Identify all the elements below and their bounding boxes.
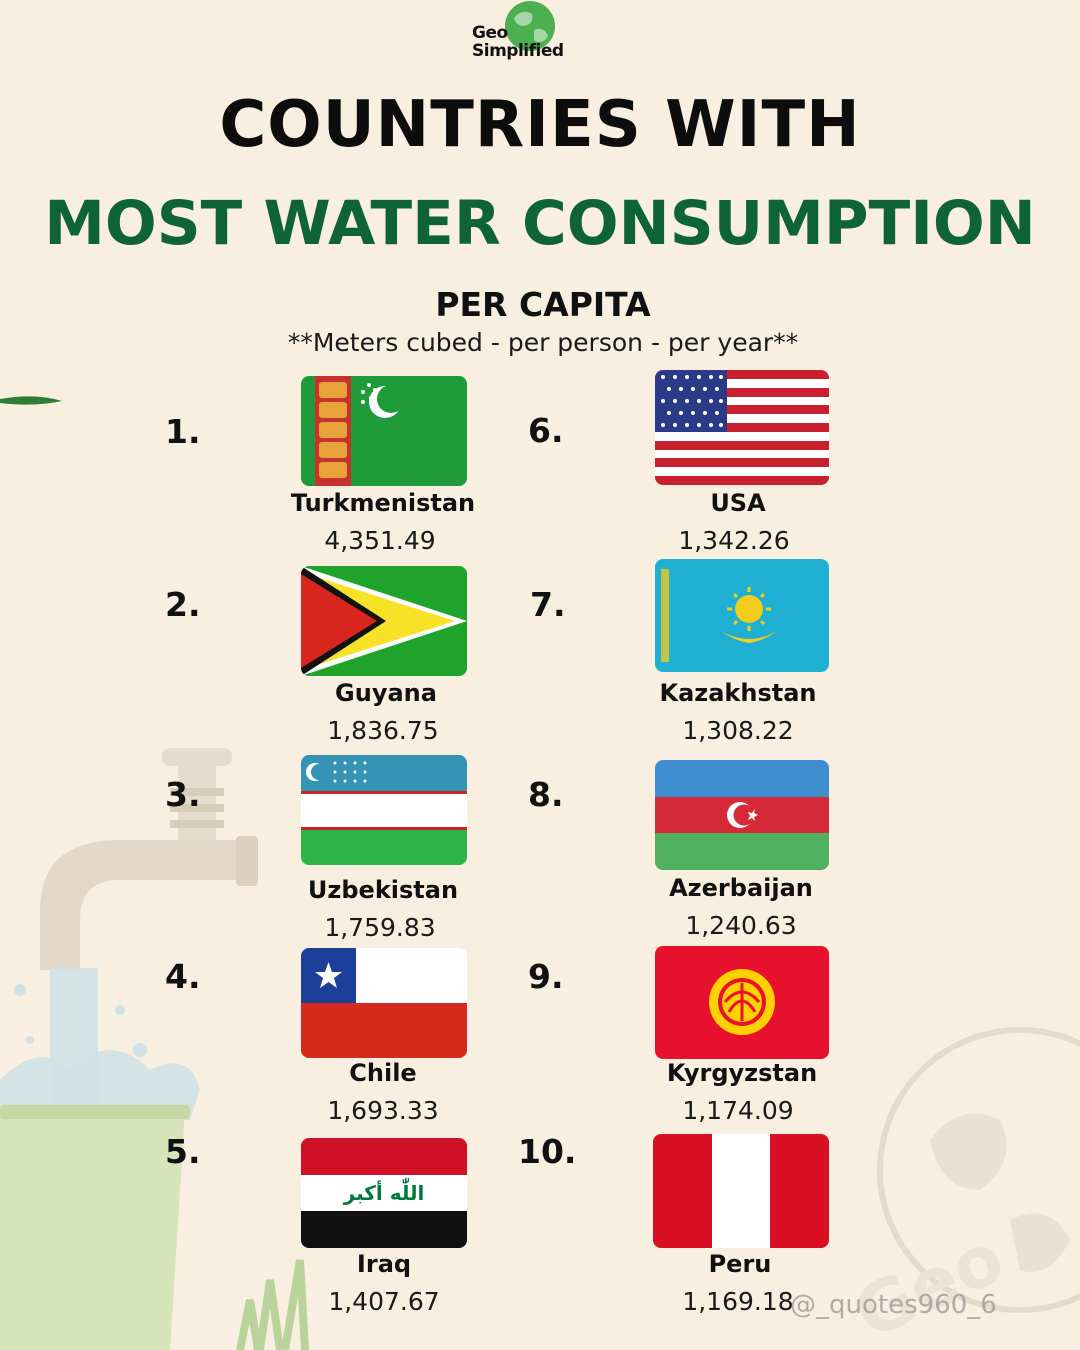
svg-text:اللّٰه أكبر: اللّٰه أكبر [343, 1178, 425, 1205]
peru-flag [653, 1134, 829, 1248]
rank-label: 1. [165, 412, 201, 451]
azerbaijan-flag [655, 760, 829, 870]
country-value: 1,169.18 [682, 1287, 794, 1316]
kyrgyzstan-flag [655, 946, 829, 1059]
guyana-flag [301, 566, 467, 676]
country-name: Chile [349, 1059, 417, 1087]
rank-label: 8. [528, 775, 564, 814]
rank-label: 5. [165, 1132, 201, 1171]
country-name: USA [710, 489, 766, 517]
page-title: COUNTRIES WITH [219, 88, 861, 162]
unit-note: **Meters cubed - per person - per year** [287, 328, 799, 357]
globe-icon [505, 1, 555, 51]
country-name: Kazakhstan [659, 679, 817, 707]
country-value: 1,759.83 [324, 913, 436, 942]
rank-label: 9. [528, 957, 564, 996]
rank-label: 7. [530, 585, 566, 624]
rank-label: 3. [165, 775, 201, 814]
country-value: 1,693.33 [327, 1096, 439, 1125]
country-name: Guyana [335, 679, 437, 707]
turkmenistan-flag [301, 376, 467, 486]
leaf-decoration [0, 396, 62, 405]
faucet-illustration [0, 748, 309, 1350]
country-name: Uzbekistan [307, 876, 459, 904]
country-name: Turkmenistan [290, 489, 476, 517]
country-name: Kyrgyzstan [666, 1059, 818, 1087]
rank-label: 2. [165, 585, 201, 624]
page-title-highlight: MOST WATER CONSUMPTION [44, 188, 1036, 259]
country-value: 1,174.09 [682, 1096, 794, 1125]
country-name: Iraq [356, 1250, 412, 1278]
country-value: 1,308.22 [682, 716, 794, 745]
country-value: 1,240.63 [685, 911, 797, 940]
rank-label: 4. [165, 957, 201, 996]
uzbekistan-flag [301, 755, 467, 865]
svg-text:Geo: Geo [850, 1216, 1016, 1350]
rank-label: 10. [518, 1132, 577, 1171]
country-value: 4,351.49 [324, 526, 436, 555]
country-value: 1,407.67 [328, 1287, 440, 1316]
globe-illustration: Geo [850, 1027, 1080, 1350]
country-value: 1,342.26 [678, 526, 790, 555]
chile-flag [301, 948, 467, 1058]
rank-label: 6. [528, 411, 564, 450]
country-name: Peru [708, 1250, 772, 1278]
usa-flag [655, 370, 829, 485]
brand-logo: Geo Simplified [472, 0, 587, 72]
kazakhstan-flag [655, 559, 829, 672]
logo-line-1: Geo [472, 23, 508, 43]
watermark: @_quotes960_6 [790, 1290, 997, 1320]
iraq-flag: اللّٰه أكبر [301, 1138, 467, 1248]
country-value: 1,836.75 [327, 716, 439, 745]
logo-line-2: Simplified [472, 41, 564, 61]
country-name: Azerbaijan [669, 874, 813, 902]
page-subtitle: PER CAPITA [435, 285, 651, 324]
